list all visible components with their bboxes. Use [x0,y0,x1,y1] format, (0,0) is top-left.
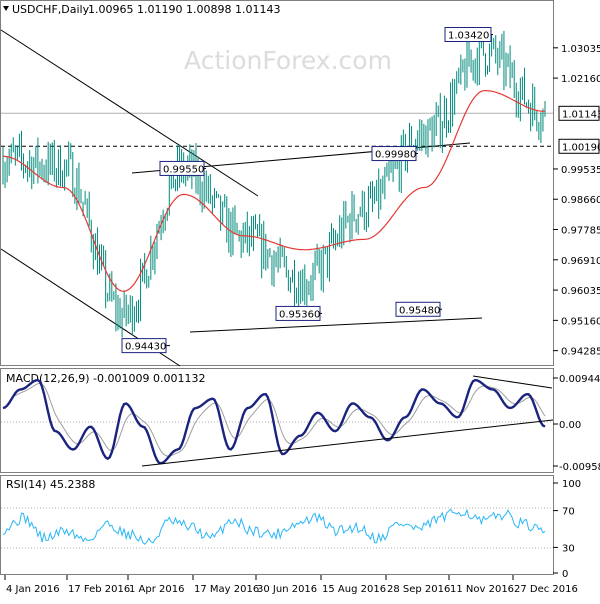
date-tick-label: 28 Sep 2016 [387,584,450,595]
ohlc-label: 1.00965 1.01190 1.00898 1.01143 [88,3,280,16]
date-tick-label: 17 May 2016 [194,584,259,595]
macd-support-trendline [141,419,554,467]
price-panel [0,0,554,366]
annotation-label: 0.99550 [163,164,204,175]
date-tick-label: 11 Nov 2016 [450,584,514,595]
price-gridlines [1,112,553,147]
date-tick-label: 4 Jan 2016 [6,584,60,595]
rsi-tick-label: 30 [562,543,575,554]
price-tick-label: 0.99535 [561,165,600,176]
watermark: ActionForex.com [184,46,392,75]
chart-header: USDCHF,Daily 1.00965 1.01190 1.00898 1.0… [3,3,280,16]
annotation-box [159,160,205,176]
date-tick-label: 17 Feb 2016 [68,584,130,595]
rsi-tick-label: 0 [562,569,568,580]
price-axis: 1.03035 1.02160 0.99535 0.98660 0.97785 0.969… [553,44,600,358]
price-annotations: 1.03420 0.99550 0.99980 0.95360 0.95480 0.944… [121,26,493,354]
rsi-line [2,508,546,545]
level-price-label: 1.00190 [562,142,600,153]
annotation-box [371,146,417,162]
price-tick-label: 0.94285 [561,347,600,358]
price-tick-label: 0.98660 [561,195,600,206]
rsi-tick-label: 100 [562,479,581,490]
rsi-panel [0,475,554,575]
channel-upper-trendline [0,29,259,197]
annotation-label: 0.99980 [375,150,416,161]
macd-signal-line [2,382,546,457]
rsi-title: RSI(14) 45.2388 [6,478,95,491]
annotation-box [121,338,167,354]
macd-title: MACD(12,26,9) -0.001009 0.001132 [6,372,205,385]
price-tick-label: 0.96910 [561,256,600,267]
candlesticks [2,28,546,338]
price-tick-label: 0.96035 [561,286,600,297]
macd-line [2,378,546,465]
date-tick-label: 30 Jun 2016 [257,584,317,595]
macd-panel [0,368,554,473]
support-trendline [189,317,483,333]
rsi-axis: 100 70 30 0 [553,479,581,580]
symbol-label: USDCHF,Daily [12,3,90,16]
level-box [558,138,600,154]
date-tick-label: 15 Aug 2016 [322,584,386,595]
macd-axis: 0.009446 0.00 -0.009588 [553,374,600,473]
annotation-label: 0.95480 [399,305,440,316]
date-tick-label: 1 Apr 2016 [129,584,184,595]
macd-tick-label: 0.009446 [559,374,600,385]
annotation-box [444,26,492,42]
date-tick-label: 27 Dec 2016 [514,584,578,595]
price-tick-label: 1.02160 [561,74,600,85]
macd-tick-label: -0.009588 [559,462,600,473]
annotation-label: 0.95360 [279,309,320,320]
price-tick-label: 0.95160 [561,316,600,327]
annotation-box [395,301,441,317]
annotation-label: 1.03420 [448,30,489,41]
macd-resistance-trendline [472,375,553,389]
annotation-box [275,305,321,321]
price-tick-label: 0.97785 [561,226,600,237]
macd-tick-label: 0.00 [559,420,581,431]
moving-average-line [2,89,545,292]
collapse-arrow-icon[interactable] [3,6,9,11]
current-price-box [558,105,600,121]
current-price-label: 1.01143 [562,109,600,120]
price-tick-label: 1.03035 [561,44,600,55]
annotation-label: 0.94430 [125,342,166,353]
rsi-tick-label: 70 [562,507,575,518]
